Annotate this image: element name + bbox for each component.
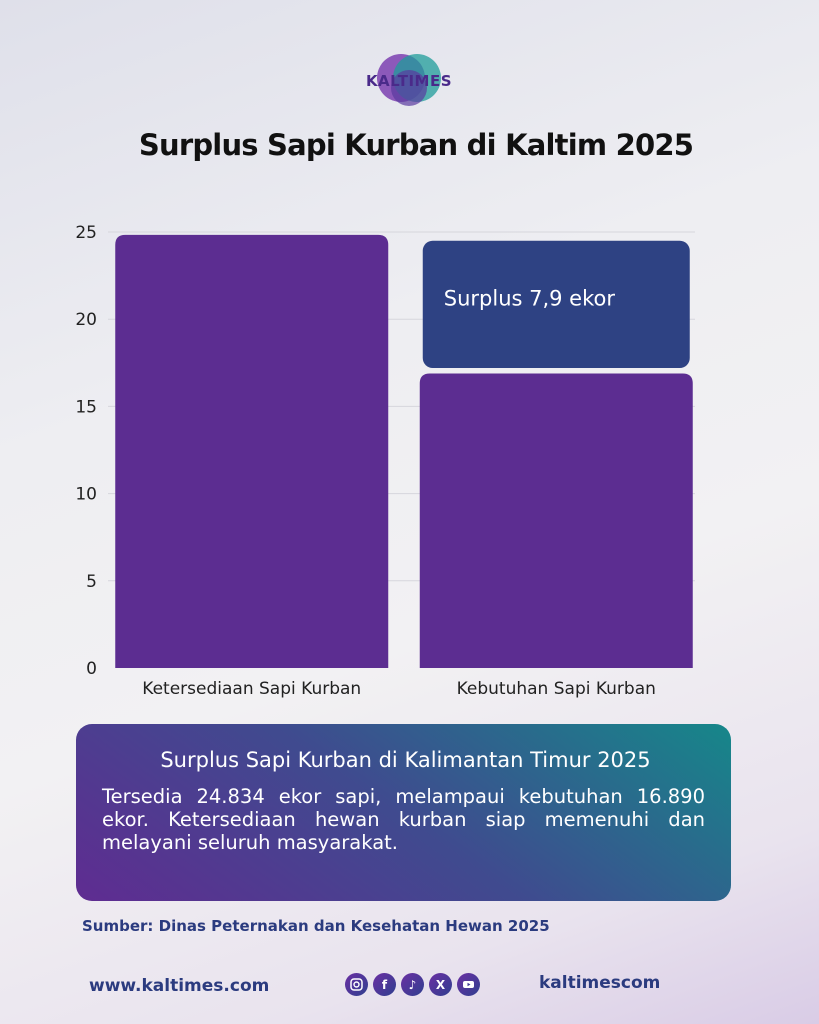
- instagram-icon[interactable]: [345, 973, 368, 996]
- bar: [115, 234, 389, 669]
- bar-chart: 0 5 10 15 20 25 Ketersediaan Sapi Kurban Kebutu…: [75, 223, 695, 699]
- social-icons: f ♪ X: [345, 973, 480, 996]
- kaltimes-logo: KALTIMES: [354, 50, 464, 112]
- x-category-label: Ketersediaan Sapi Kurban: [142, 679, 361, 699]
- bar: [419, 373, 693, 668]
- facebook-icon[interactable]: f: [373, 973, 396, 996]
- logo-graphic: [377, 54, 441, 106]
- chart-title: Surplus Sapi Kurban di Kaltim 2025: [138, 128, 694, 162]
- footer-handle[interactable]: kaltimescom: [539, 973, 661, 993]
- y-tick-label: 5: [86, 572, 97, 592]
- info-title: Surplus Sapi Kurban di Kalimantan Timur …: [160, 748, 651, 772]
- surplus-label: Surplus 7,9 ekor: [444, 286, 616, 310]
- info-body: Tersedia 24.834 ekor sapi, melampaui keb…: [102, 785, 705, 854]
- surplus-segment: [422, 240, 690, 369]
- y-tick-label: 10: [75, 485, 97, 505]
- y-tick-label: 25: [75, 223, 97, 243]
- x-category-label: Kebutuhan Sapi Kurban: [457, 679, 656, 699]
- source-note: Sumber: Dinas Peternakan dan Kesehatan H…: [82, 917, 550, 935]
- y-tick-label: 15: [75, 397, 97, 417]
- tiktok-icon[interactable]: ♪: [401, 973, 424, 996]
- youtube-icon[interactable]: [457, 973, 480, 996]
- y-tick-label: 0: [86, 659, 97, 679]
- footer-website[interactable]: www.kaltimes.com: [89, 976, 270, 996]
- x-icon[interactable]: X: [429, 973, 452, 996]
- logo-text: KALTIMES: [365, 72, 453, 90]
- info-box: Surplus Sapi Kurban di Kalimantan Timur …: [76, 724, 731, 901]
- y-tick-label: 20: [75, 310, 97, 330]
